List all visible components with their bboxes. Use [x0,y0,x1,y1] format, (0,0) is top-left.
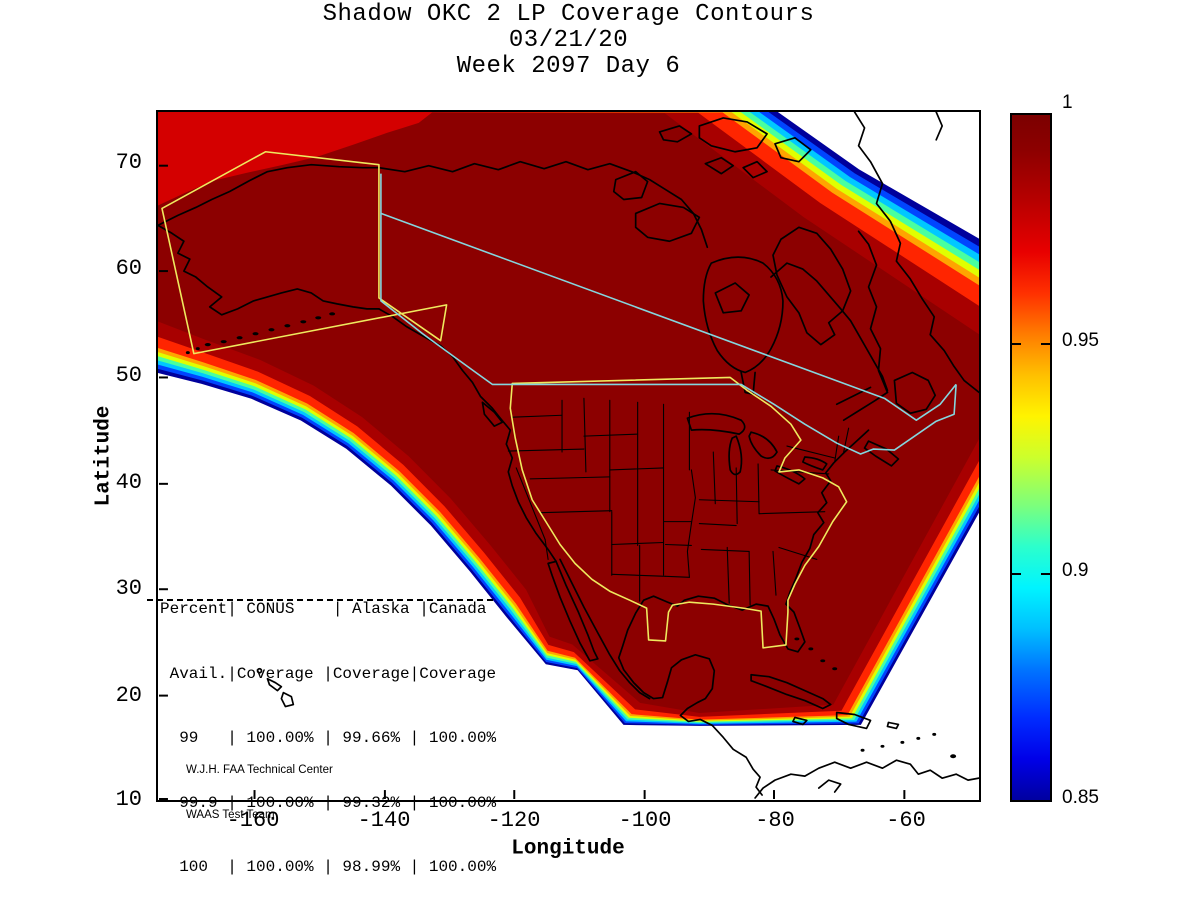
plot-area [156,110,981,802]
colorbar-tick-label: 0.95 [1062,330,1099,351]
colorbar-tick-label: 0.9 [1062,560,1089,581]
alaska-boundary [161,150,448,355]
y-tick-label: 40 [115,470,142,495]
colorbar-tick-mark [1012,343,1021,345]
map-svg [158,112,979,800]
x-tick-label: -60 [886,808,926,833]
coverage-table-header-2: Avail.|Coverage |Coverage|Coverage [160,664,497,683]
x-tick-label: -80 [755,808,795,833]
y-tick-label: 70 [115,150,142,175]
coverage-table-header-1: Percent| CONUS | Alaska |Canada [160,600,487,618]
x-tick-label: -100 [618,808,672,833]
coverage-table-row: 99 | 100.00% | 99.66% | 100.00% [160,729,497,747]
x-tick-label: -120 [487,808,541,833]
attribution-line-1: W.J.H. FAA Technical Center [186,764,333,776]
title-line-1: Shadow OKC 2 LP Coverage Contours [322,1,815,28]
x-axis-label: Longitude [511,837,625,861]
colorbar-tick-mark [1041,343,1050,345]
axis-tick-marks [158,164,906,800]
colorbar-tick-label: 1 [1062,92,1073,113]
y-tick-label: 20 [115,683,142,708]
coastlines [158,112,979,799]
colorbar-tick-mark [1012,573,1021,575]
figure-title: Shadow OKC 2 LP Coverage Contours 03/21/… [156,2,981,80]
y-tick-label: 30 [115,576,142,601]
title-line-3: Week 2097 Day 6 [456,53,681,80]
y-tick-label: 10 [115,787,142,812]
x-tick-label: -160 [226,808,280,833]
coverage-table-row: 99.9 | 100.00% | 99.32% | 100.00% [160,793,497,812]
colorbar-tick-label: 0.85 [1062,787,1099,808]
coverage-table: Percent| CONUS | Alaska |Canada Avail.|C… [160,556,496,900]
coverage-table-row: 100 | 100.00% | 98.99% | 100.00% [160,858,497,876]
colorbar [1010,113,1052,802]
conus-boundary [509,376,848,649]
canada-boundary [380,173,957,455]
title-line-2: 03/21/20 [508,27,629,54]
attribution-line-2: WAAS Test Team [186,809,275,821]
top-left-contour-step [158,112,433,206]
y-tick-label: 60 [115,256,142,281]
contour-step-region [158,112,433,206]
colorbar-tick-mark [1041,573,1050,575]
y-tick-label: 50 [115,363,142,388]
attribution: W.J.H. FAA Technical Center WAAS Test Te… [186,733,333,853]
table-separator-dashed-line [147,599,493,601]
x-tick-label: -140 [357,808,411,833]
